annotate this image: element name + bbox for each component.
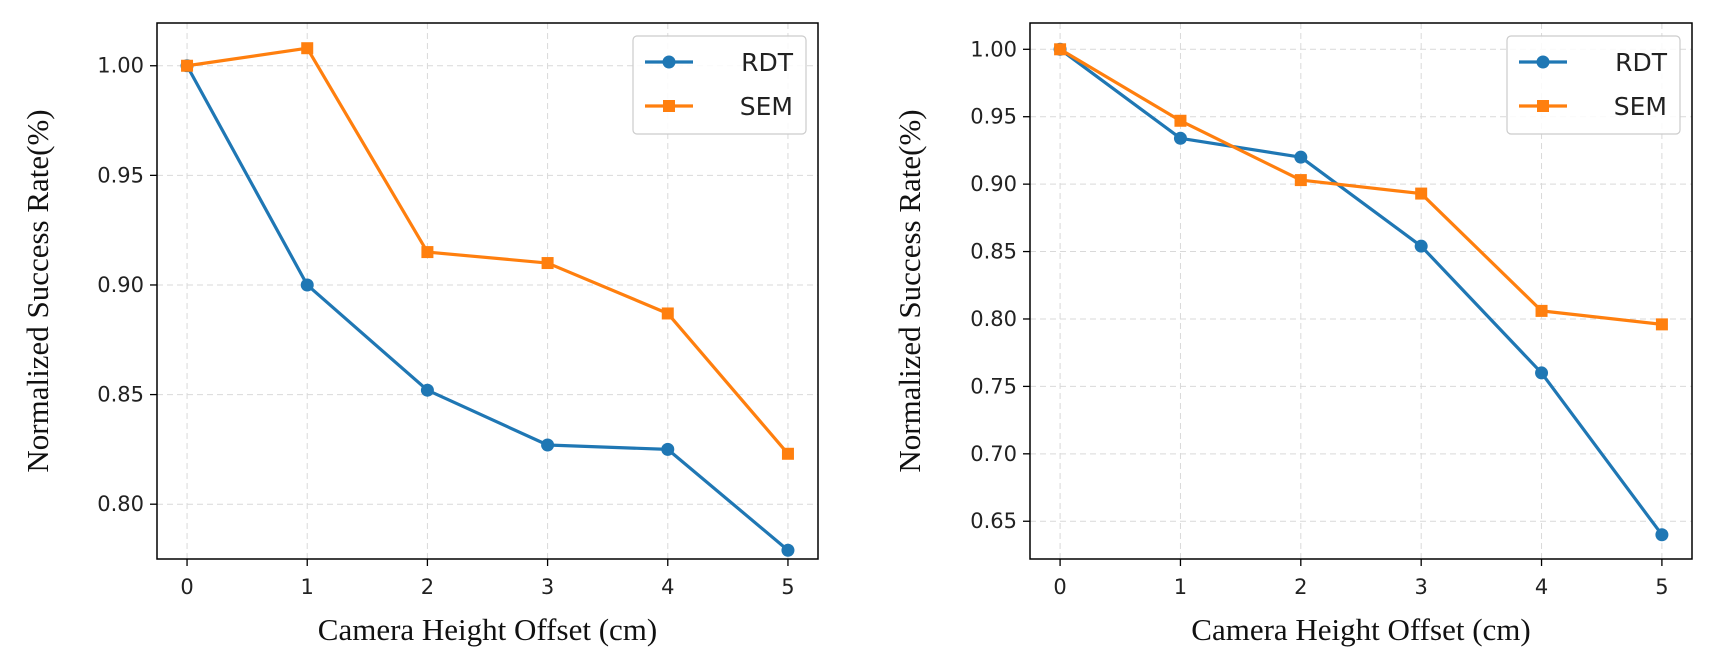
x-tick-label: 3 (1414, 575, 1427, 599)
legend-label-rdt: RDT (1615, 48, 1668, 77)
rdt-line (1059, 48, 1664, 536)
sem-line (1059, 47, 1663, 326)
sem-point (1294, 174, 1307, 187)
x-tick-label: 5 (1655, 575, 1668, 599)
rdt-point (420, 383, 434, 397)
y-tick-label: 0.95 (970, 105, 1017, 129)
x-tick-label: 5 (781, 575, 794, 599)
sem-point (181, 59, 194, 72)
sem-point (1054, 43, 1067, 56)
sem-point (1535, 304, 1548, 317)
y-tick-label: 0.80 (97, 492, 144, 516)
x-tick-label: 1 (301, 575, 314, 599)
x-tick-label: 0 (1053, 575, 1066, 599)
sem-point (541, 257, 554, 270)
y-tick-label: 0.90 (970, 172, 1017, 196)
rdt-point (1535, 366, 1549, 380)
y-tick-label: 0.95 (97, 163, 144, 187)
chart-1: 0 1 2 3 4 5 0.80 0.85 0.90 0.95 1.00 RDT SEM Camera H… (20, 22, 819, 647)
y-axis-title: Normalized Success Rate(%) (20, 109, 55, 472)
series-sem (1054, 43, 1668, 331)
rdt-line (185, 64, 789, 552)
x-axis-title: Camera Height Offset (cm) (1191, 612, 1530, 647)
legend-marker-sem (1537, 100, 1549, 112)
sem-point (1415, 187, 1428, 200)
x-tick-label: 2 (1294, 575, 1307, 599)
rdt-point (781, 543, 795, 557)
sem-point (781, 447, 794, 460)
x-tick-label: 4 (1535, 575, 1548, 599)
y-tick-label: 0.80 (970, 307, 1017, 331)
x-tick-label: 0 (180, 575, 193, 599)
rdt-point (541, 438, 555, 452)
rdt-point (1173, 131, 1187, 145)
legend-label-sem: SEM (1614, 92, 1667, 121)
x-tick-label: 3 (541, 575, 554, 599)
legend-marker-rdt (662, 55, 676, 69)
x-tick-label: 1 (1174, 575, 1187, 599)
y-tick-label: 0.70 (970, 442, 1017, 466)
chart-2: 0 1 2 3 4 5 0.65 0.70 0.75 0.80 0.85 0.90 0.95 1.00 RD… (892, 22, 1693, 647)
legend: RDT SEM (632, 35, 807, 135)
y-tick-label: 0.75 (970, 374, 1017, 398)
y-tick-label: 0.85 (970, 240, 1017, 264)
sem-point (1174, 114, 1187, 127)
y-tick-label: 0.85 (97, 383, 144, 407)
legend-marker-sem (663, 100, 675, 112)
y-tick-label: 0.90 (97, 273, 144, 297)
plot-frame (1029, 22, 1693, 560)
rdt-point (661, 442, 675, 456)
sem-line (186, 46, 790, 455)
y-tick-label: 1.00 (970, 37, 1017, 61)
x-tick-label: 4 (661, 575, 674, 599)
legend-marker-rdt (1536, 55, 1550, 69)
series-sem (181, 42, 794, 460)
x-axis-title: Camera Height Offset (cm) (318, 612, 657, 647)
y-tick-label: 0.65 (970, 509, 1017, 533)
rdt-point (1294, 150, 1308, 164)
y-axis-title: Normalized Success Rate(%) (892, 109, 927, 472)
y-tick-label: 1.00 (97, 54, 144, 78)
x-tick-label: 2 (421, 575, 434, 599)
plot-frame (156, 22, 819, 560)
rdt-point (300, 278, 314, 292)
rdt-point (1414, 239, 1428, 253)
sem-point (1655, 318, 1668, 331)
sem-point (301, 42, 314, 55)
legend: RDT SEM (1506, 35, 1681, 135)
legend-label-rdt: RDT (741, 48, 794, 77)
legend-label-sem: SEM (740, 92, 793, 121)
rdt-point (1655, 528, 1669, 542)
sem-point (661, 307, 674, 320)
sem-point (421, 246, 434, 259)
